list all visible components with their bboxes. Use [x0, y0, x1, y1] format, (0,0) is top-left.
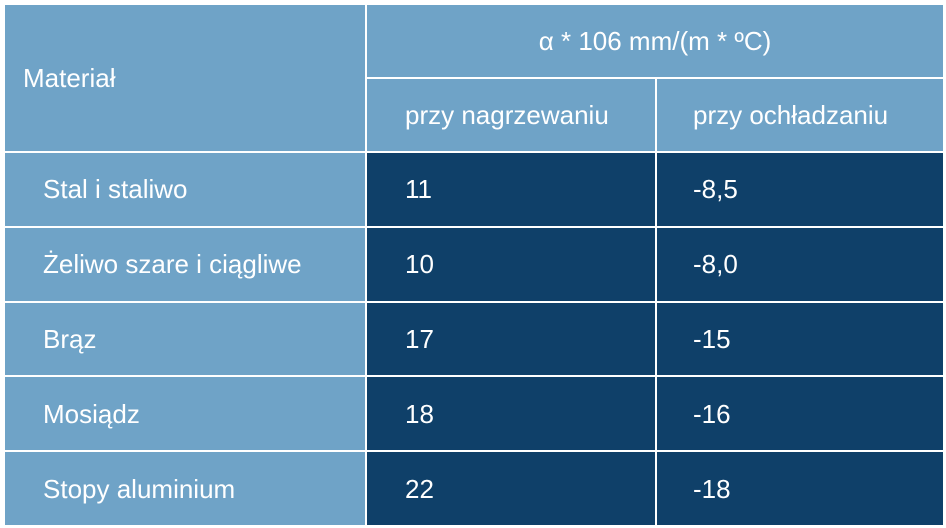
- table-row: Stopy aluminium 22 -18: [3, 450, 945, 527]
- cooling-value-cell: -8,5: [655, 151, 945, 228]
- heating-value-cell: 18: [365, 375, 657, 453]
- table-body: Stal i staliwo 11 -8,5 Żeliwo szare i ci…: [3, 151, 945, 527]
- material-cell: Mosiądz: [3, 375, 367, 453]
- heating-value-cell: 10: [365, 225, 657, 303]
- table-header: Materiał α * 106 mm/(m * ºC) przy nagrze…: [3, 3, 945, 153]
- heating-value-cell: 22: [365, 450, 657, 527]
- material-column-header: Materiał: [3, 3, 367, 153]
- cooling-value-cell: -15: [655, 300, 945, 378]
- heating-value-cell: 11: [365, 151, 657, 228]
- cooling-value-cell: -18: [655, 450, 945, 527]
- material-cell: Stal i staliwo: [3, 151, 367, 228]
- header-row-sub: przy nagrzewaniu przy ochładzaniu: [4, 77, 945, 153]
- table-row: Mosiądz 18 -16: [3, 375, 945, 453]
- heating-column-header: przy nagrzewaniu: [365, 77, 657, 153]
- table-row: Stal i staliwo 11 -8,5: [3, 151, 945, 228]
- header-row-top: Materiał α * 106 mm/(m * ºC): [3, 3, 945, 153]
- material-cell: Stopy aluminium: [3, 450, 367, 527]
- heating-value-cell: 17: [365, 300, 657, 378]
- cooling-column-header: przy ochładzaniu: [655, 77, 945, 153]
- material-cell: Brąz: [3, 300, 367, 378]
- coefficient-column-header: α * 106 mm/(m * ºC): [365, 3, 945, 79]
- table-row: Brąz 17 -15: [3, 300, 945, 378]
- table-row: Żeliwo szare i ciągliwe 10 -8,0: [3, 225, 945, 303]
- cooling-value-cell: -16: [655, 375, 945, 453]
- cooling-value-cell: -8,0: [655, 225, 945, 303]
- material-cell: Żeliwo szare i ciągliwe: [3, 225, 367, 303]
- thermal-expansion-table: Materiał α * 106 mm/(m * ºC) przy nagrze…: [3, 3, 945, 527]
